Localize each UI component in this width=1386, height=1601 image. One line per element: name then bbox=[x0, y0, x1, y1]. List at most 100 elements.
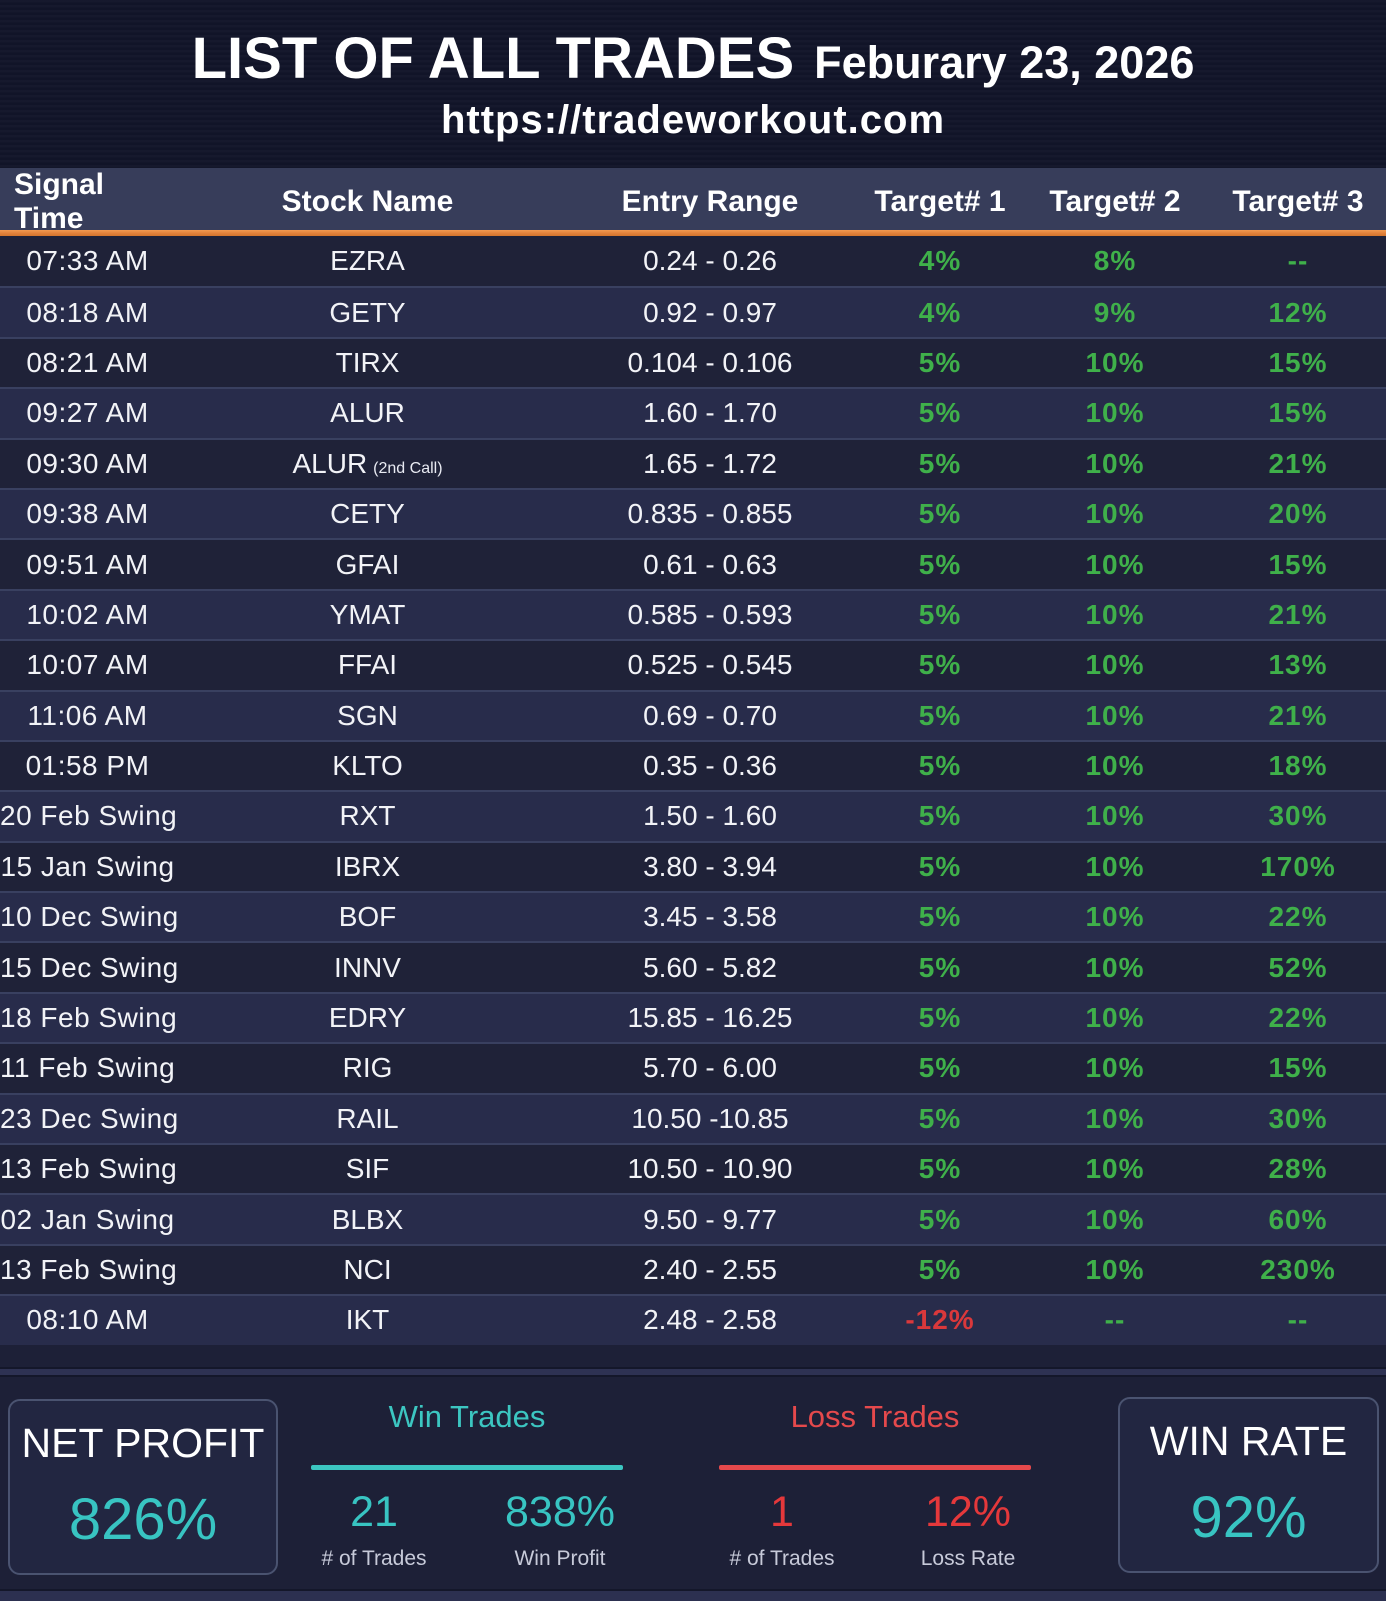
signal-time: 13 Feb Swing bbox=[0, 1153, 178, 1185]
column-header-entry-range: Entry Range bbox=[621, 185, 799, 218]
stock-name: CETY bbox=[330, 498, 405, 530]
stock-name: YMAT bbox=[329, 598, 406, 630]
entry-range: 3.80 - 3.94 bbox=[643, 850, 777, 882]
table-header-row: Signal Time Stock Name Entry Range Targe… bbox=[0, 168, 1386, 235]
signal-time: 15 Dec Swing bbox=[0, 951, 179, 983]
table-row: 13 Feb Swing NCI 2.40 - 2.55 5% 10% 230% bbox=[0, 1243, 1386, 1295]
loss-trades-title: Loss Trades bbox=[790, 1398, 960, 1434]
footer-divider bbox=[0, 1366, 1386, 1377]
target-2: 10% bbox=[1085, 850, 1145, 882]
signal-time: 10:02 AM bbox=[26, 598, 149, 630]
target-3: 52% bbox=[1268, 951, 1328, 983]
trades-table-body: 07:33 AM EZRA 0.24 - 0.26 4% 8% -- 08:18… bbox=[0, 236, 1386, 1345]
stock-cell: IBRX bbox=[175, 851, 560, 883]
stock-cell: CETY bbox=[175, 498, 560, 530]
target-2: 10% bbox=[1085, 1002, 1145, 1034]
stock-cell: SIF bbox=[175, 1153, 560, 1185]
signal-time: 08:21 AM bbox=[26, 346, 149, 378]
target-3: -- bbox=[1287, 1304, 1309, 1336]
page-title: LIST OF ALL TRADES bbox=[191, 26, 795, 91]
stock-name: GFAI bbox=[335, 548, 400, 580]
stock-cell: RAIL bbox=[175, 1103, 560, 1135]
loss-trades-stats: 1 # of Trades 12% Loss Rate bbox=[710, 1488, 1040, 1571]
target-1: 5% bbox=[918, 649, 962, 681]
stock-cell: SGN bbox=[175, 700, 560, 732]
target-2: 10% bbox=[1085, 1153, 1145, 1185]
stock-name: TIRX bbox=[335, 346, 400, 378]
table-row: 09:27 AM ALUR 1.60 - 1.70 5% 10% 15% bbox=[0, 387, 1386, 438]
target-1: 4% bbox=[918, 296, 962, 328]
win-trades-group: Win Trades 21 # of Trades 838% Win Profi… bbox=[302, 1399, 632, 1571]
target-1: 5% bbox=[918, 397, 962, 429]
loss-trades-underline bbox=[719, 1464, 1031, 1470]
stock-name: GETY bbox=[329, 296, 406, 328]
table-row: 09:38 AM CETY 0.835 - 0.855 5% 10% 20% bbox=[0, 487, 1386, 539]
target-2: -- bbox=[1104, 1304, 1126, 1336]
signal-time: 13 Feb Swing bbox=[0, 1254, 178, 1285]
column-header-target-2: Target# 2 bbox=[1049, 185, 1181, 218]
title-line: LIST OF ALL TRADES Feburary 23, 2026 bbox=[192, 25, 1195, 92]
target-3: 21% bbox=[1268, 699, 1328, 731]
win-count-stat: 21 # of Trades bbox=[314, 1488, 434, 1571]
stock-cell: INNV bbox=[175, 952, 560, 984]
entry-range: 1.50 - 1.60 bbox=[643, 800, 777, 832]
stock-cell: RXT bbox=[175, 800, 560, 832]
target-3: 170% bbox=[1260, 850, 1336, 882]
win-count-value: 21 bbox=[350, 1487, 398, 1536]
column-header-target-1: Target# 1 bbox=[874, 185, 1006, 218]
target-2: 10% bbox=[1085, 800, 1145, 832]
table-row: 10:07 AM FFAI 0.525 - 0.545 5% 10% 13% bbox=[0, 639, 1386, 690]
target-1: 5% bbox=[918, 800, 962, 832]
stock-cell: RIG bbox=[175, 1052, 560, 1084]
target-2: 10% bbox=[1085, 699, 1145, 731]
loss-rate-label: Loss Rate bbox=[920, 1546, 1016, 1570]
target-1: 5% bbox=[918, 901, 962, 933]
entry-range: 10.50 - 10.90 bbox=[627, 1153, 793, 1185]
target-2: 10% bbox=[1085, 447, 1145, 479]
target-2: 10% bbox=[1085, 750, 1145, 782]
net-profit-value: 826% bbox=[68, 1487, 218, 1553]
table-row: 11 Feb Swing RIG 5.70 - 6.00 5% 10% 15% bbox=[0, 1042, 1386, 1093]
target-2: 10% bbox=[1085, 1102, 1145, 1134]
entry-range: 0.92 - 0.97 bbox=[643, 296, 777, 328]
entry-range: 0.69 - 0.70 bbox=[643, 699, 777, 731]
table-row: 15 Dec Swing INNV 5.60 - 5.82 5% 10% 52% bbox=[0, 941, 1386, 992]
table-row: 18 Feb Swing EDRY 15.85 - 16.25 5% 10% 2… bbox=[0, 991, 1386, 1043]
target-3: 12% bbox=[1268, 296, 1328, 328]
target-3: 21% bbox=[1268, 598, 1328, 630]
table-row: 13 Feb Swing SIF 10.50 - 10.90 5% 10% 28… bbox=[0, 1143, 1386, 1194]
stock-name: SIF bbox=[345, 1153, 390, 1185]
loss-rate-stat: 12% Loss Rate bbox=[908, 1488, 1028, 1571]
target-2: 10% bbox=[1085, 649, 1145, 681]
target-2: 10% bbox=[1085, 1254, 1145, 1285]
signal-time: 01:58 PM bbox=[25, 750, 150, 782]
target-3: 15% bbox=[1268, 346, 1328, 378]
table-row: 08:18 AM GETY 0.92 - 0.97 4% 9% 12% bbox=[0, 286, 1386, 337]
loss-count-label: # of Trades bbox=[729, 1546, 835, 1570]
target-1: 5% bbox=[918, 951, 962, 983]
target-2: 10% bbox=[1085, 346, 1145, 378]
target-3: 21% bbox=[1268, 447, 1328, 479]
target-3: 22% bbox=[1268, 1002, 1328, 1034]
target-2: 10% bbox=[1085, 1203, 1145, 1235]
entry-range: 9.50 - 9.77 bbox=[643, 1203, 777, 1235]
table-row: 09:30 AM ALUR (2nd Call) 1.65 - 1.72 5% 1… bbox=[0, 437, 1386, 488]
table-row: 09:51 AM GFAI 0.61 - 0.63 5% 10% 15% bbox=[0, 538, 1386, 589]
target-2: 10% bbox=[1085, 1052, 1145, 1084]
target-3: 22% bbox=[1268, 901, 1328, 933]
target-3: 18% bbox=[1268, 750, 1328, 782]
stock-name: BLBX bbox=[331, 1203, 404, 1235]
target-1: 5% bbox=[918, 850, 962, 882]
signal-time: 09:30 AM bbox=[26, 447, 149, 479]
signal-time: 02 Jan Swing bbox=[0, 1203, 175, 1235]
target-1: 5% bbox=[918, 1002, 962, 1034]
target-1: 5% bbox=[918, 498, 962, 530]
win-profit-stat: 838% Win Profit bbox=[500, 1488, 620, 1571]
stock-cell: GFAI bbox=[175, 549, 560, 581]
target-3: 20% bbox=[1268, 498, 1328, 530]
target-3: 15% bbox=[1268, 397, 1328, 429]
table-row: 10:02 AM YMAT 0.585 - 0.593 5% 10% 21% bbox=[0, 588, 1386, 640]
table-row: 20 Feb Swing RXT 1.50 - 1.60 5% 10% 30% bbox=[0, 790, 1386, 841]
loss-count-stat: 1 # of Trades bbox=[722, 1488, 842, 1571]
stock-name: NCI bbox=[343, 1254, 392, 1285]
